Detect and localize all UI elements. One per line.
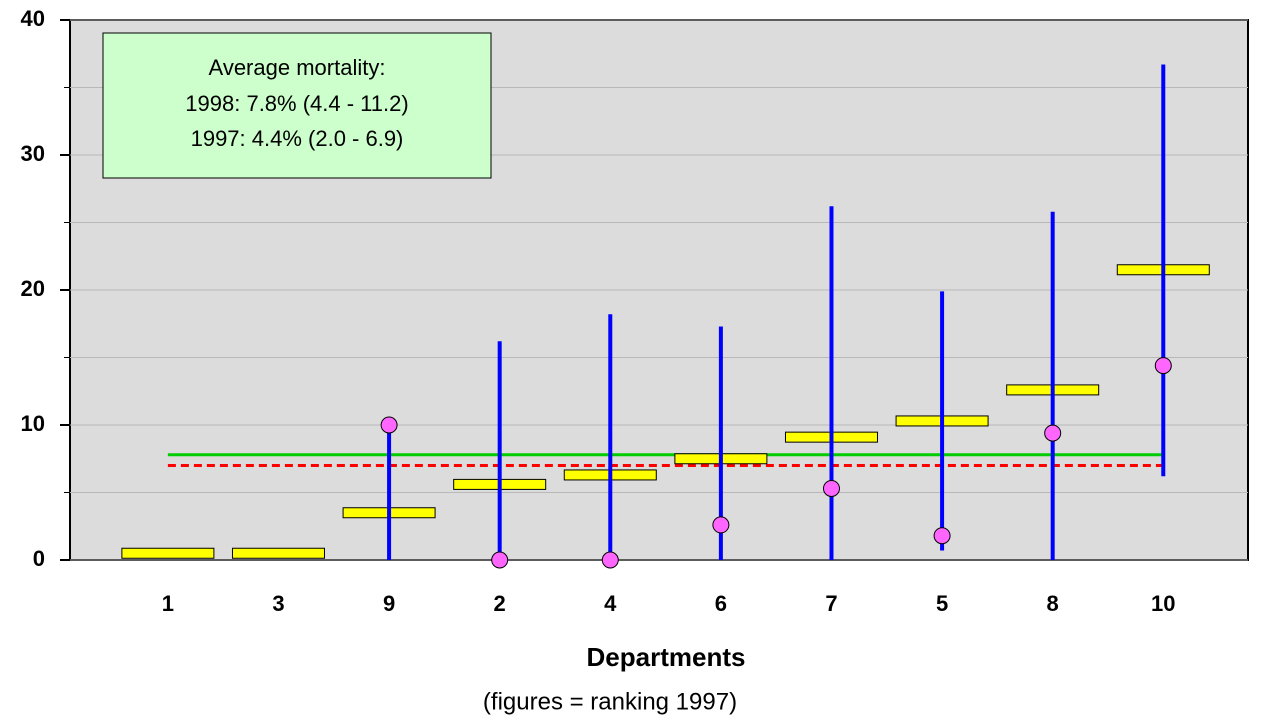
x-axis-note: (figures = ranking 1997)	[483, 688, 737, 715]
y-tick-label: 0	[33, 546, 45, 571]
y-tick-label: 30	[21, 141, 45, 166]
point	[1154, 357, 1172, 375]
x-tick-label: 2	[494, 591, 506, 616]
point	[822, 479, 840, 497]
y-tick-label: 40	[21, 6, 45, 31]
x-tick-label: 1	[162, 591, 174, 616]
bar-marker	[121, 547, 215, 559]
x-tick-label: 4	[604, 591, 617, 616]
point	[1044, 424, 1062, 442]
x-tick-label: 3	[272, 591, 284, 616]
x-tick-label: 7	[825, 591, 837, 616]
annotation: 1998: 7.8% (4.4 - 11.2)	[185, 91, 408, 116]
x-axis-title: Departments	[587, 642, 746, 672]
point	[491, 551, 509, 569]
point	[601, 551, 619, 569]
bar-marker	[231, 547, 325, 559]
x-tick-label: 8	[1047, 591, 1059, 616]
point	[712, 516, 730, 534]
x-tick-label: 10	[1151, 591, 1175, 616]
x-tick-label: 5	[936, 591, 948, 616]
y-tick-label: 20	[21, 276, 45, 301]
annotation-box	[102, 32, 492, 179]
annotation: 1997: 4.4% (2.0 - 6.9)	[191, 126, 404, 151]
point	[380, 416, 398, 434]
x-tick-label: 6	[715, 591, 727, 616]
point	[933, 527, 951, 545]
annotation: Average mortality:	[209, 55, 386, 80]
x-tick-label: 9	[383, 591, 395, 616]
y-tick-label: 10	[21, 411, 45, 436]
